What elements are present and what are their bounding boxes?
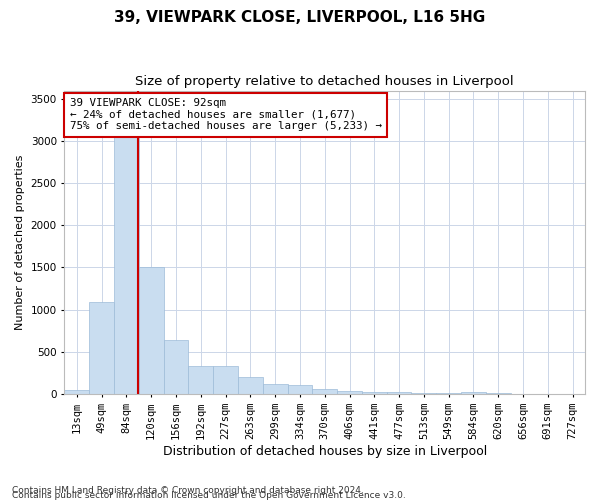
Title: Size of property relative to detached houses in Liverpool: Size of property relative to detached ho… (136, 75, 514, 88)
Text: Contains public sector information licensed under the Open Government Licence v3: Contains public sector information licen… (12, 491, 406, 500)
X-axis label: Distribution of detached houses by size in Liverpool: Distribution of detached houses by size … (163, 444, 487, 458)
Bar (386, 392, 412, 394)
Bar (164, 340, 188, 394)
Bar (313, 389, 337, 394)
Bar (89, 302, 114, 394)
Bar (461, 392, 486, 394)
Bar (114, 108, 139, 394)
Text: 39 VIEWPARK CLOSE: 92sqm
← 24% of detached houses are smaller (1,677)
75% of sem: 39 VIEWPARK CLOSE: 92sqm ← 24% of detach… (70, 98, 382, 132)
Bar (436, 393, 461, 394)
Bar (263, 384, 287, 394)
Text: 39, VIEWPARK CLOSE, LIVERPOOL, L16 5HG: 39, VIEWPARK CLOSE, LIVERPOOL, L16 5HG (115, 10, 485, 25)
Bar (213, 366, 238, 394)
Bar (337, 391, 362, 394)
Bar (362, 392, 386, 394)
Bar (238, 378, 263, 394)
Bar (188, 366, 213, 394)
Text: Contains HM Land Registry data © Crown copyright and database right 2024.: Contains HM Land Registry data © Crown c… (12, 486, 364, 495)
Bar (287, 386, 313, 394)
Bar (64, 390, 89, 394)
Bar (139, 268, 164, 394)
Y-axis label: Number of detached properties: Number of detached properties (15, 154, 25, 330)
Bar (412, 393, 436, 394)
